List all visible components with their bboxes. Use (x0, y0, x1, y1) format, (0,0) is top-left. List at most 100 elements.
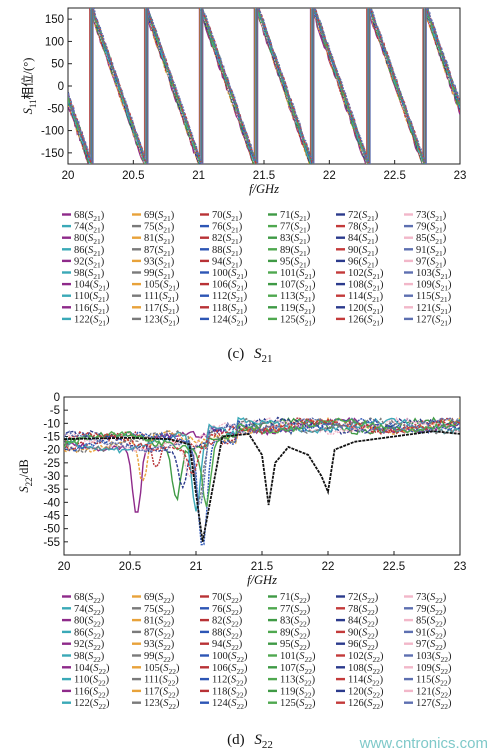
legend-label: 92(S22) (74, 639, 105, 652)
phase-series-line (426, 8, 460, 102)
legend-item: 96(S22) (336, 639, 379, 652)
legend-label: 123(S22) (144, 698, 180, 711)
legend-label: 118(S21) (212, 303, 248, 316)
phase-series-line (314, 8, 370, 164)
legend-item: 82(S21) (200, 233, 243, 246)
legend-item: 86(S21) (62, 245, 105, 258)
legend-item: 114(S21) (336, 291, 384, 304)
legend-label: 117(S21) (144, 303, 180, 316)
y-tick-label: -45 (43, 511, 60, 523)
phase-series-line (92, 8, 149, 164)
legend-label: 109(S21) (416, 280, 452, 293)
y-tick-label: 100 (45, 36, 64, 48)
legend-label: 84(S22) (348, 616, 379, 629)
y-tick-label: -10 (43, 418, 60, 430)
legend-label: 113(S22) (280, 675, 316, 688)
legend-item: 100(S22) (200, 651, 248, 664)
y-tick-label: 150 (45, 14, 64, 26)
legend-label: 69(S21) (144, 210, 175, 223)
legend-item: 94(S21) (200, 256, 243, 269)
phase-series-line (92, 8, 148, 164)
legend-label: 102(S22) (348, 651, 384, 664)
legend-item: 93(S22) (132, 639, 175, 652)
legend-item: 69(S22) (132, 592, 175, 605)
legend-label: 81(S22) (144, 616, 175, 629)
legend-label: 83(S21) (280, 233, 311, 246)
legend-item: 123(S22) (132, 698, 180, 711)
legend-item: 72(S22) (336, 592, 379, 605)
x-tick-label: 20.5 (119, 561, 141, 573)
legend-item: 111(S21) (132, 291, 179, 304)
legend-item: 99(S21) (132, 268, 175, 281)
legend-label: 93(S22) (144, 639, 175, 652)
legend-item: 109(S22) (404, 663, 452, 676)
legend-label: 68(S21) (74, 210, 105, 223)
legend-label: 74(S22) (74, 604, 105, 617)
legend-item: 112(S22) (200, 675, 248, 688)
legend-item: 124(S22) (200, 698, 248, 711)
legend-label: 84(S21) (348, 233, 379, 246)
legend-item: 102(S22) (336, 651, 384, 664)
y-tick-label: -35 (43, 484, 60, 496)
legend-item: 95(S22) (268, 639, 311, 652)
legend-label: 105(S21) (144, 280, 180, 293)
legend-item: 110(S22) (62, 675, 110, 688)
legend-item: 76(S21) (200, 222, 243, 235)
s22-highlight-line (64, 430, 460, 542)
legend-label: 100(S22) (212, 651, 248, 664)
legend-label: 68(S22) (74, 592, 105, 605)
legend-label: 79(S22) (416, 604, 447, 617)
legend-item: 83(S21) (268, 233, 311, 246)
legend-item: 125(S21) (268, 314, 316, 327)
legend-item: 104(S21) (62, 280, 110, 293)
legend-item: 106(S22) (200, 663, 248, 676)
legend-label: 78(S21) (348, 222, 379, 235)
legend-label: 116(S22) (74, 686, 110, 699)
legend-label: 81(S21) (144, 233, 175, 246)
legend-item: 126(S21) (336, 314, 384, 327)
legend-label: 106(S22) (212, 663, 248, 676)
x-tick-label: 20 (62, 170, 75, 182)
legend-label: 115(S21) (416, 291, 452, 304)
legend-item: 91(S21) (404, 245, 447, 258)
legend-item: 71(S21) (268, 210, 311, 223)
legend-item: 103(S22) (404, 651, 452, 664)
legend-label: 74(S21) (74, 222, 105, 235)
legend-item: 68(S21) (62, 210, 105, 223)
legend-label: 104(S21) (74, 280, 110, 293)
legend-label: 99(S21) (144, 268, 175, 281)
x-tick-label: 23 (454, 561, 467, 573)
legend-item: 126(S22) (336, 698, 384, 711)
legend-label: 94(S22) (212, 639, 243, 652)
legend-item: 87(S21) (132, 245, 175, 258)
legend-item: 111(S22) (132, 675, 179, 688)
legend-item: 108(S22) (336, 663, 384, 676)
legend-label: 127(S22) (416, 698, 452, 711)
legend-label: 85(S21) (416, 233, 447, 246)
phase-series-line (370, 8, 427, 164)
legend-item: 121(S22) (404, 686, 452, 699)
legend-item: 97(S22) (404, 639, 447, 652)
legend-item: 121(S21) (404, 303, 452, 316)
y-tick-label: -50 (43, 524, 60, 536)
y-tick-label: 50 (51, 59, 64, 71)
legend-item: 112(S21) (200, 291, 248, 304)
legend-item: 76(S22) (200, 604, 243, 617)
caption-c-symbol: S (254, 346, 262, 362)
legend-label: 111(S21) (144, 291, 179, 304)
phase-legend: 68(S21) 69(S21) 70(S21) 71(S21) 72(S21) 73(S2… (62, 210, 452, 327)
x-tick-label: 21.5 (251, 561, 273, 573)
legend-label: 125(S22) (280, 698, 316, 711)
s22-series-line (64, 416, 460, 490)
legend-item: 68(S22) (62, 592, 105, 605)
legend-label: 126(S21) (348, 314, 384, 327)
legend-item: 120(S22) (336, 686, 384, 699)
legend-item: 125(S22) (268, 698, 316, 711)
legend-label: 76(S21) (212, 222, 243, 235)
x-tick-label: 22 (323, 170, 336, 182)
legend-label: 70(S21) (212, 210, 243, 223)
legend-item: 80(S21) (62, 233, 105, 246)
legend-item: 74(S21) (62, 222, 105, 235)
legend-label: 126(S22) (348, 698, 384, 711)
legend-item: 98(S21) (62, 268, 105, 281)
